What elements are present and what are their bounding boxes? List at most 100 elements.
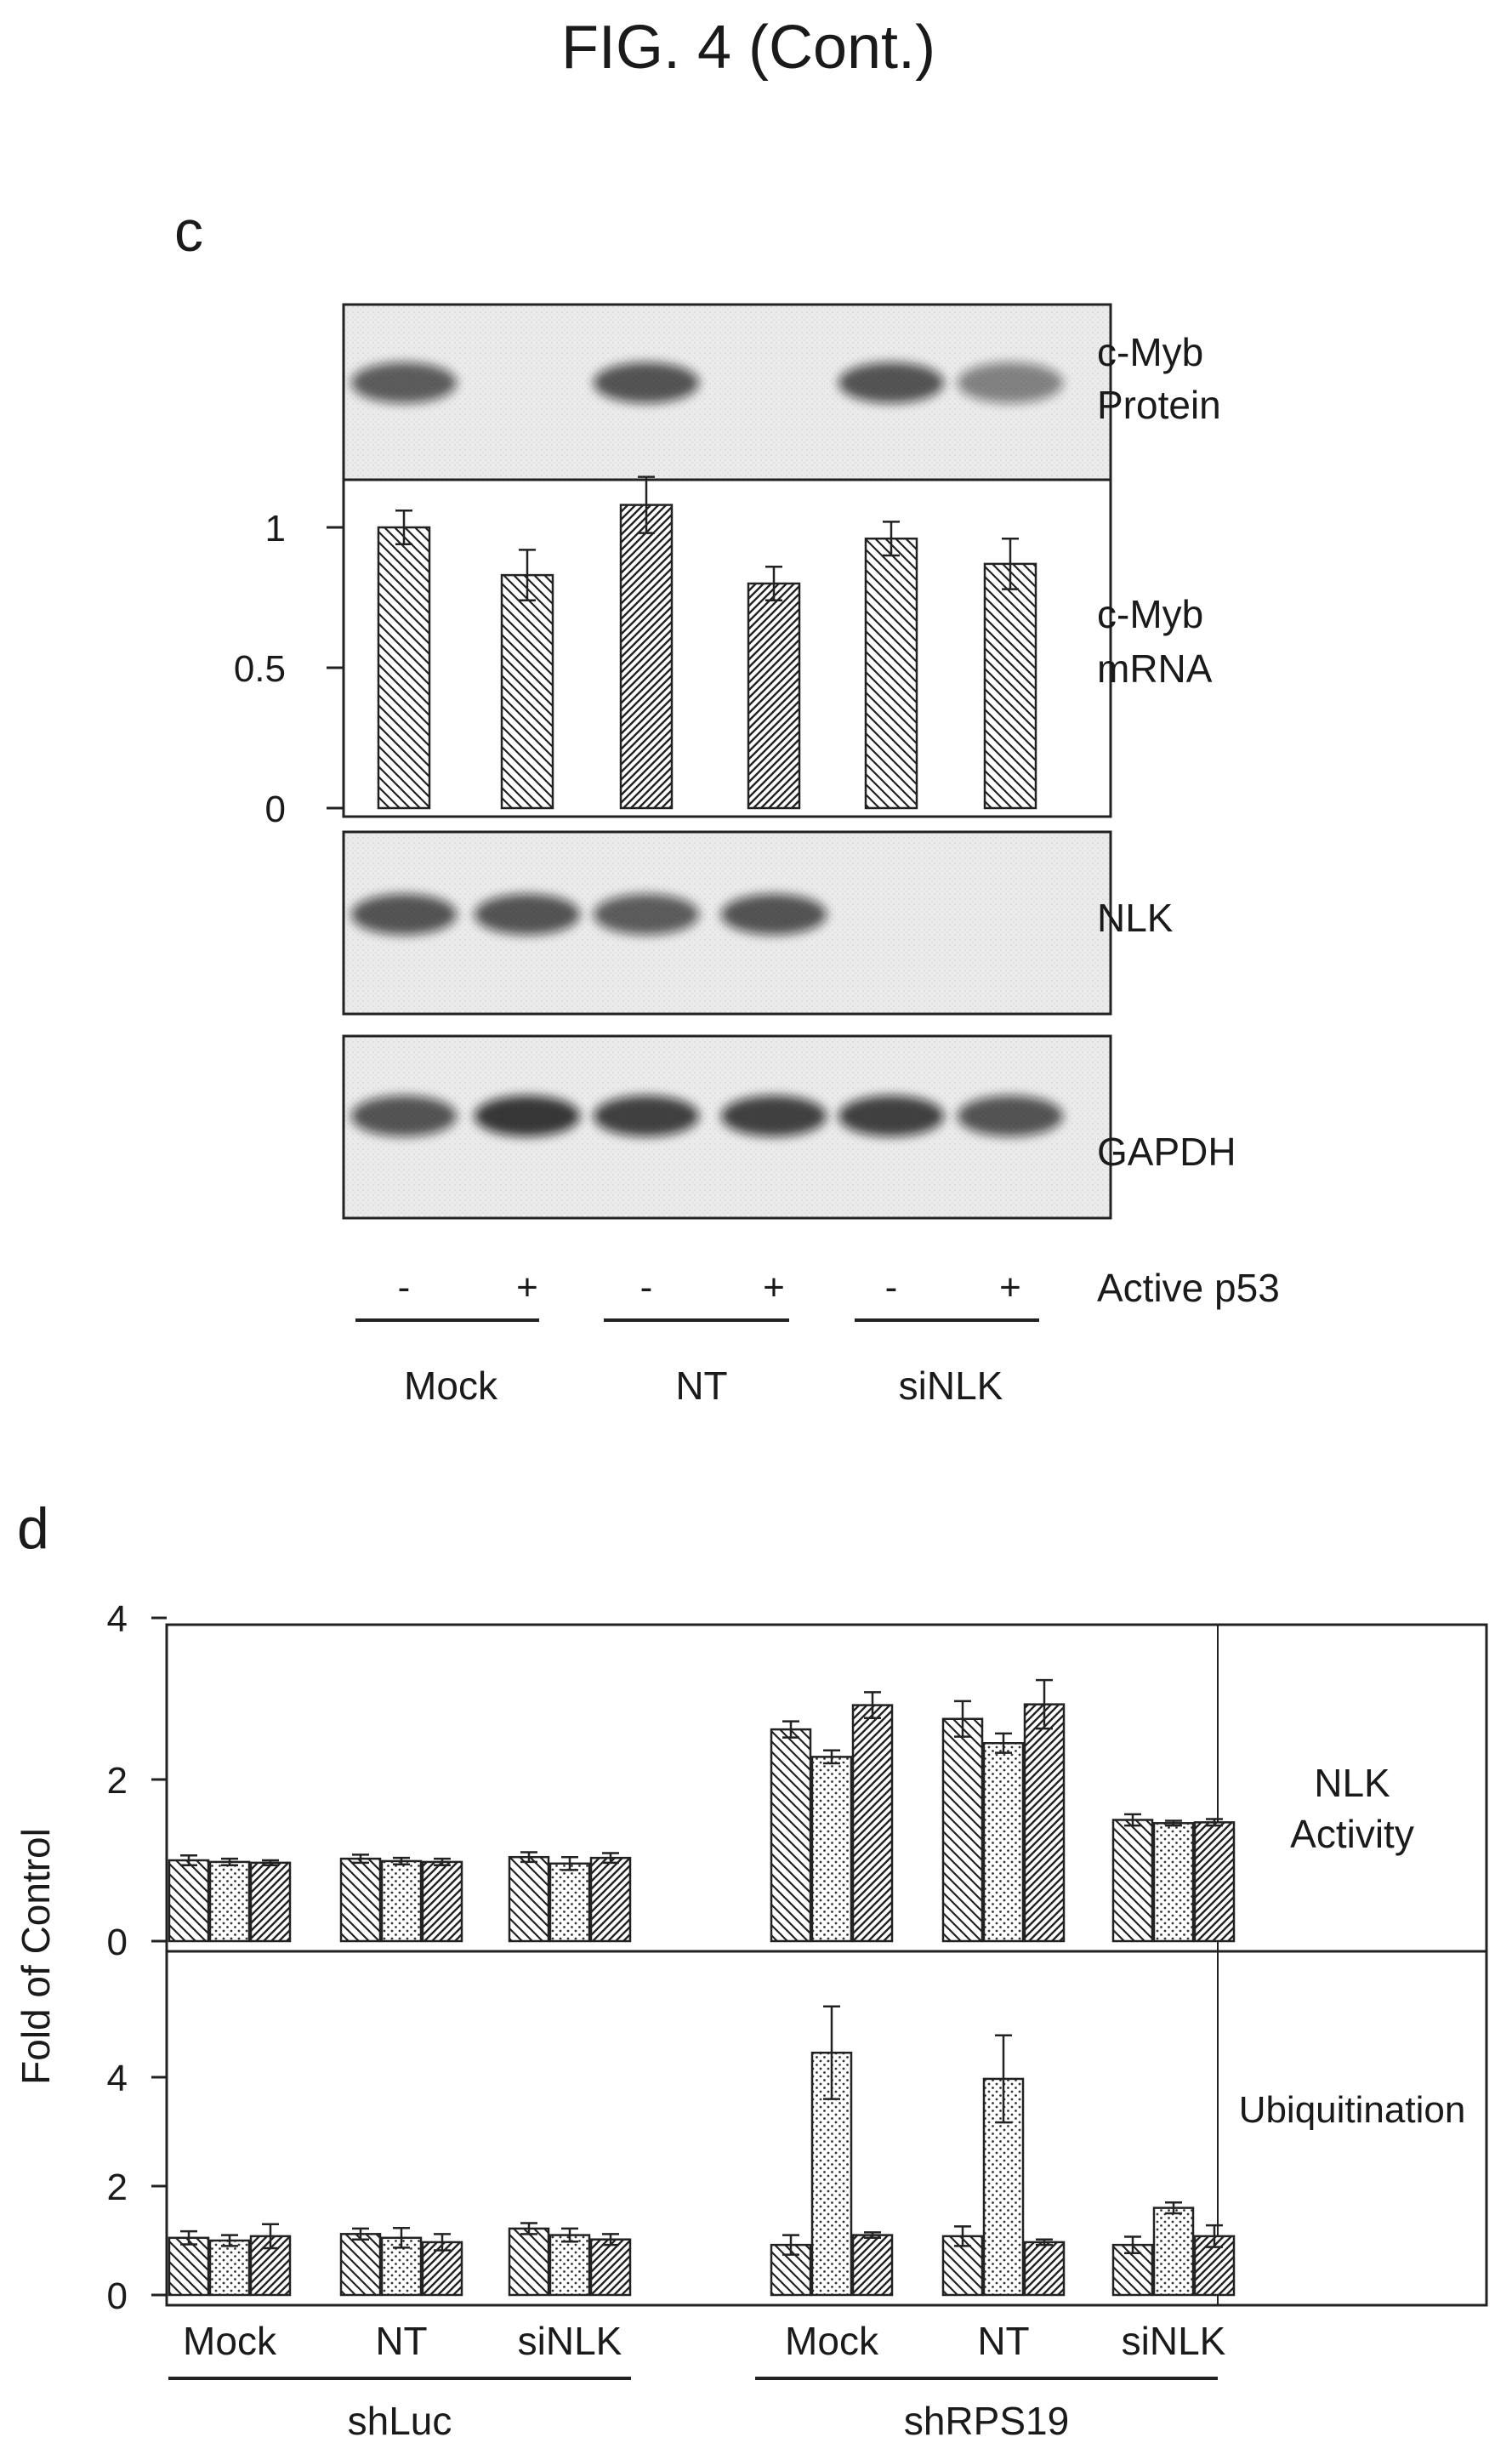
nlk-bands (351, 894, 827, 935)
ubiquitination-error-bar (520, 2222, 537, 2235)
ubiquitination-ytick-label: 4 (107, 2058, 128, 2099)
c-ytick-label: 0.5 (234, 648, 286, 690)
active-p53-label: Active p53 (1097, 1266, 1280, 1310)
ubiquitination-error-bar (393, 2227, 410, 2249)
nlk-activity-error-bar (782, 1720, 799, 1739)
nlk-activity-error-bar (1165, 1819, 1182, 1827)
ubiquitination-error-bar (180, 2229, 197, 2246)
c-mrna-bar (864, 537, 918, 810)
cmyb-protein-band (594, 362, 699, 403)
ubiquitination-label: Ubiquitination (1239, 2089, 1466, 2131)
nlk-activity-error-bar (180, 1854, 197, 1866)
nlk-activity-error-bar (352, 1854, 369, 1865)
p53-sign: - (398, 1267, 411, 1308)
nlk-activity-error-bar (864, 1691, 881, 1720)
c-mrna-error-bar (883, 521, 900, 557)
c-mrna-bar (983, 562, 1037, 810)
ubiquitination-bar (982, 2077, 1025, 2297)
d-group-label: siNLK (518, 2319, 622, 2363)
ubiquitination-bar (508, 2227, 550, 2297)
nlk-activity-bar (508, 1855, 550, 1943)
c-mrna-error-bar (765, 565, 782, 602)
nlk-activity-error-bar (221, 1857, 238, 1866)
gapdh-label: GAPDH (1097, 1130, 1236, 1174)
p53-signs-row: - + - + - + (398, 1267, 1021, 1308)
group-label-nt: NT (675, 1364, 727, 1408)
cmyb-protein-label-line1: c-Myb (1097, 330, 1203, 374)
cmyb-mrna-plot-area (342, 478, 1112, 818)
ubiquitination-error-bar (602, 2233, 619, 2246)
nlk-activity-bar (1152, 1822, 1195, 1943)
d-group-label: Mock (183, 2319, 277, 2363)
ubiquitination-error-bar (995, 2034, 1012, 2124)
p53-sign: + (516, 1267, 538, 1308)
gapdh-band (594, 1096, 699, 1136)
c-mrna-error-bar (638, 475, 655, 534)
ubiquitination-error-bar (954, 2225, 971, 2247)
cmyb-mrna-label-line2: mRNA (1097, 646, 1213, 691)
ubiquitination-error-bar (1124, 2235, 1141, 2254)
ubiquitination-error-bar (221, 2234, 238, 2247)
panel-c-bars (377, 475, 1037, 810)
nlk-band (475, 894, 580, 935)
d-group-label: siNLK (1122, 2319, 1226, 2363)
nlk-activity-error-bar (520, 1851, 537, 1864)
nlk-activity-error-bar (823, 1749, 840, 1765)
p53-sign: - (640, 1267, 653, 1308)
ubiquitination-bar (851, 2234, 894, 2297)
gapdh-band (958, 1096, 1063, 1136)
ubiquitination-error-bar (782, 2234, 799, 2256)
panel-d-group-labels: Mock NT siNLK Mock NT siNLK (183, 2319, 1226, 2363)
super-group-label-shluc: shLuc (348, 2399, 452, 2443)
c-mrna-bar (619, 504, 674, 810)
ubiquitination-bar (168, 2236, 210, 2297)
nlk-activity-bar (208, 1860, 251, 1943)
nlk-activity-error-bar (954, 1700, 971, 1738)
gapdh-band (351, 1096, 457, 1136)
group-label-sinlk: siNLK (899, 1364, 1003, 1408)
panel-c-letter: c (174, 199, 203, 264)
nlk-activity-label-line1: NLK (1314, 1761, 1390, 1805)
nlk-activity-ytick-label: 4 (107, 1598, 128, 1640)
cmyb-protein-bands (351, 362, 1063, 403)
nlk-activity-bar (421, 1860, 463, 1943)
c-mrna-error-bar (395, 509, 412, 546)
nlk-activity-error-bar (561, 1855, 578, 1871)
figure-title: FIG. 4 (Cont.) (561, 14, 935, 82)
ubiquitination-bar (1152, 2207, 1195, 2297)
nlk-activity-bar (589, 1856, 632, 1943)
cmyb-protein-label-line2: Protein (1097, 383, 1221, 427)
ubiquitination-error-bar (262, 2223, 279, 2250)
nlk-activity-bar (1193, 1821, 1236, 1943)
super-group-label-shrps19: shRPS19 (904, 2399, 1069, 2443)
nlk-activity-bar (339, 1857, 382, 1943)
p53-sign: - (885, 1267, 898, 1308)
nlk-activity-error-bar (1124, 1813, 1141, 1827)
nlk-activity-bar (851, 1704, 894, 1943)
ubiquitination-error-bar (561, 2227, 578, 2243)
nlk-activity-error-bar (1206, 1818, 1223, 1827)
ubiquitination-bar (1023, 2241, 1066, 2297)
c-mrna-bar (747, 582, 801, 810)
nlk-activity-error-bar (995, 1732, 1012, 1754)
ubiquitination-error-bar (823, 2005, 840, 2100)
c-mrna-error-bar (1002, 537, 1019, 590)
ubiquitination-error-bar (864, 2231, 881, 2240)
ubiquitination-bar (589, 2238, 632, 2297)
nlk-activity-error-bar (393, 1856, 410, 1865)
d-group-label: Mock (785, 2319, 879, 2363)
cmyb-mrna-label-line1: c-Myb (1097, 592, 1203, 636)
nlk-activity-ytick-label: 2 (107, 1760, 128, 1802)
ubiquitination-bar (339, 2233, 382, 2297)
gapdh-blot (342, 1034, 1112, 1220)
ubiquitination-bar (208, 2239, 251, 2297)
cmyb-protein-band (351, 362, 457, 403)
nlk-activity-error-bar (262, 1859, 279, 1866)
gapdh-band (721, 1096, 827, 1136)
nlk-activity-bar (549, 1862, 591, 1943)
nlk-band (351, 894, 457, 935)
nlk-activity-bar (941, 1717, 984, 1943)
c-ytick-label: 1 (265, 508, 286, 550)
gapdh-band (475, 1096, 580, 1136)
